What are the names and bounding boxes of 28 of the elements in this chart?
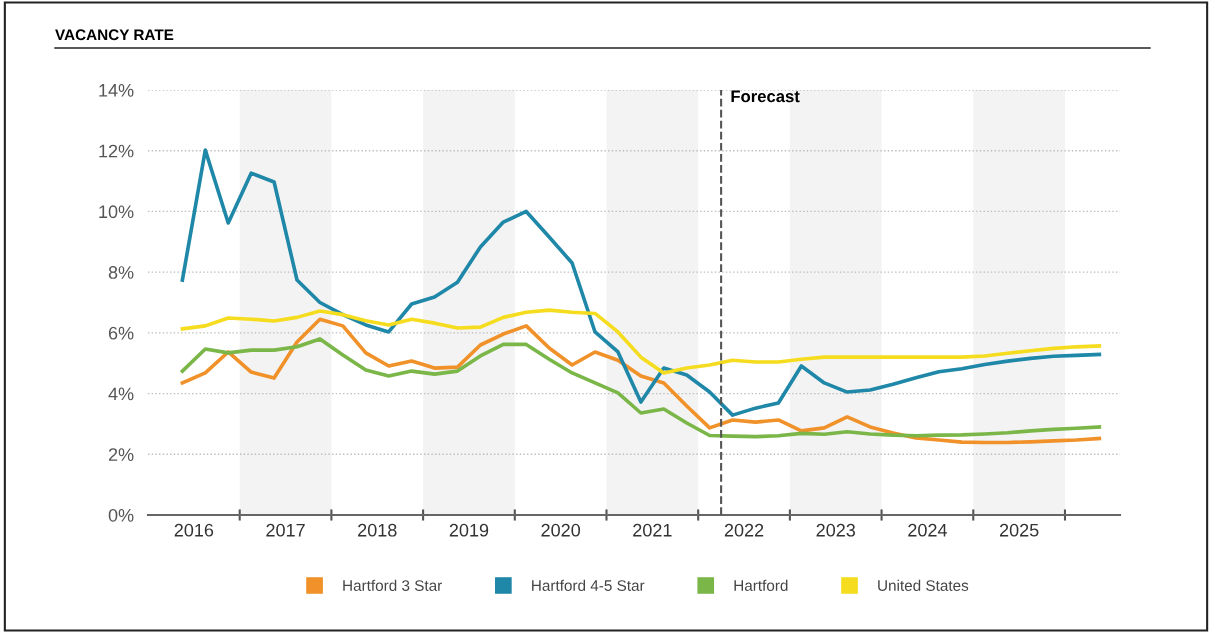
y-tick-label: 8%	[108, 266, 134, 279]
line-series	[180, 308, 1102, 375]
y-tick-label: 12%	[99, 144, 134, 158]
x-tick-label: 2021	[633, 523, 672, 537]
legend-label: Hartford 3 Star	[343, 579, 442, 591]
x-tick-label: 2020	[541, 523, 581, 537]
legend-label: Hartford 4-5 Star	[532, 579, 645, 591]
y-tick-label: 2%	[108, 448, 134, 461]
x-tick-label: 2018	[358, 523, 397, 537]
x-tick-label: 2025	[999, 523, 1039, 537]
y-tick-label: 6%	[108, 326, 134, 340]
line-series	[180, 148, 1102, 417]
legend-label: United States	[878, 579, 969, 591]
line-series	[180, 317, 1102, 445]
chart-title: VACANCY RATE	[55, 29, 174, 41]
x-tick-label: 2016	[174, 523, 214, 537]
x-tick-label: 2019	[449, 523, 489, 537]
ref-line-label: Forecast	[731, 90, 800, 103]
y-tick-label: 10%	[99, 205, 134, 219]
x-tick-label: 2024	[908, 523, 947, 537]
y-tick-label: 4%	[108, 387, 134, 401]
y-tick-label: 14%	[99, 84, 134, 97]
x-tick-label: 2023	[816, 523, 856, 537]
x-tick-label: 2022	[724, 523, 764, 537]
x-tick-label: 2017	[266, 523, 305, 537]
legend-label: Hartford	[734, 579, 788, 591]
y-tick-label: 0%	[108, 508, 134, 522]
line-series	[180, 337, 1102, 439]
